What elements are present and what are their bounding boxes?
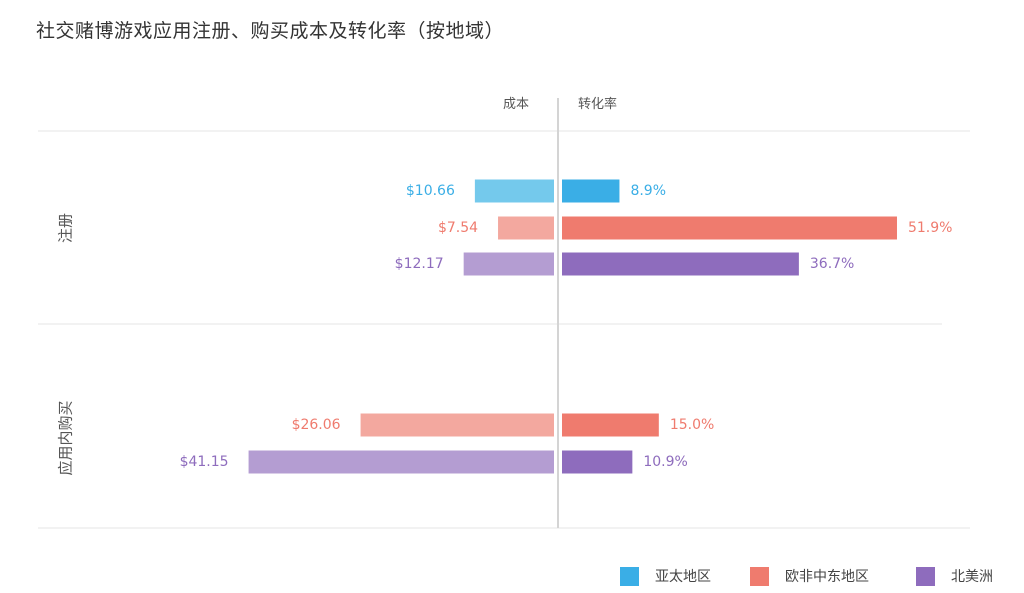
left-header: 成本 (503, 97, 529, 112)
rate-bar (562, 413, 659, 437)
rate-label: 8.9% (630, 183, 666, 199)
legend-item-na: 北美洲 (916, 566, 993, 586)
legend-label-apac: 亚太地区 (655, 569, 711, 585)
legend-item-apac: 亚太地区 (620, 566, 711, 586)
cost-label: $26.06 (292, 417, 341, 433)
rate-bar (562, 179, 620, 203)
rate-bar (562, 216, 897, 240)
cost-bar (498, 216, 554, 240)
legend-swatch-na (916, 566, 935, 586)
cost-bar (360, 413, 554, 437)
rate-label: 36.7% (810, 256, 854, 272)
legend-label-na: 北美洲 (951, 569, 993, 585)
rate-bar (562, 252, 799, 276)
legend-item-emea: 欧非中东地区 (750, 566, 869, 586)
cost-label: $7.54 (438, 220, 478, 236)
rate-label: 10.9% (643, 454, 687, 470)
legend-swatch-emea (750, 566, 769, 586)
cost-label: $10.66 (406, 183, 455, 199)
right-header: 转化率 (578, 96, 617, 112)
group-label: 应用内购买 (57, 400, 75, 475)
rate-label: 15.0% (670, 417, 714, 433)
cost-bar (474, 179, 554, 203)
legend-label-emea: 欧非中东地区 (785, 569, 869, 585)
cost-label: $41.15 (180, 454, 229, 470)
group-label: 注册 (57, 213, 75, 243)
rate-label: 51.9% (908, 220, 952, 236)
chart-title: 社交赌博游戏应用注册、购买成本及转化率（按地域） (36, 20, 505, 42)
rate-bar (562, 450, 633, 474)
cost-label: $12.17 (395, 256, 444, 272)
cost-bar (463, 252, 554, 276)
legend-swatch-apac (620, 566, 639, 586)
cost-bar (248, 450, 554, 474)
